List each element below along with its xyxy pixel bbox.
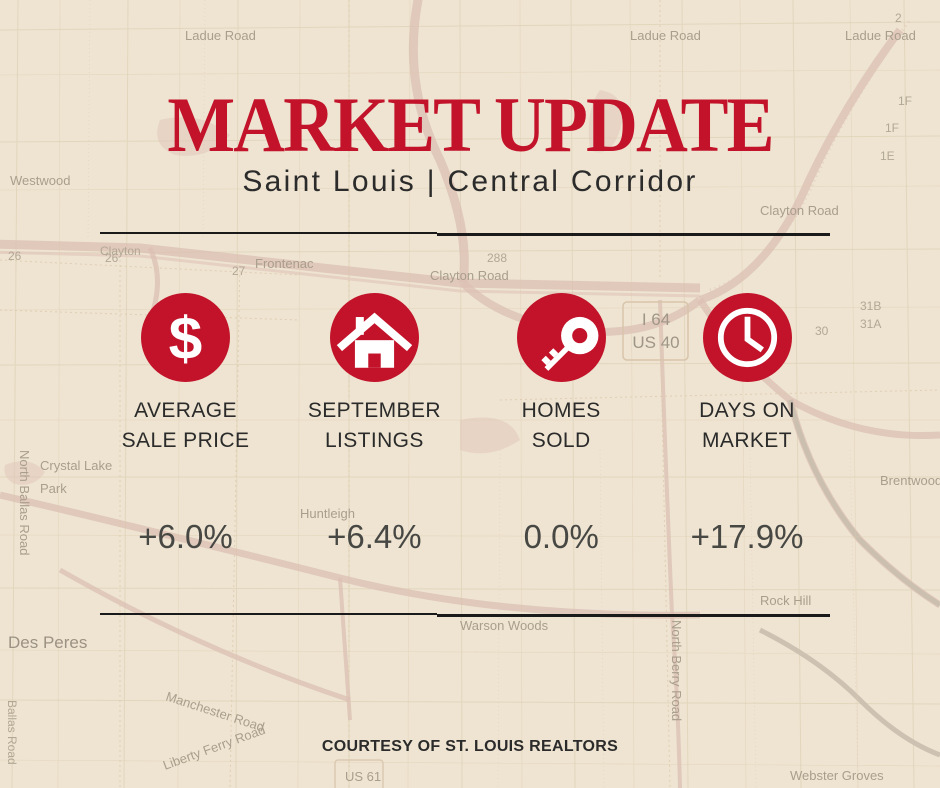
- svg-text:$: $: [169, 303, 203, 371]
